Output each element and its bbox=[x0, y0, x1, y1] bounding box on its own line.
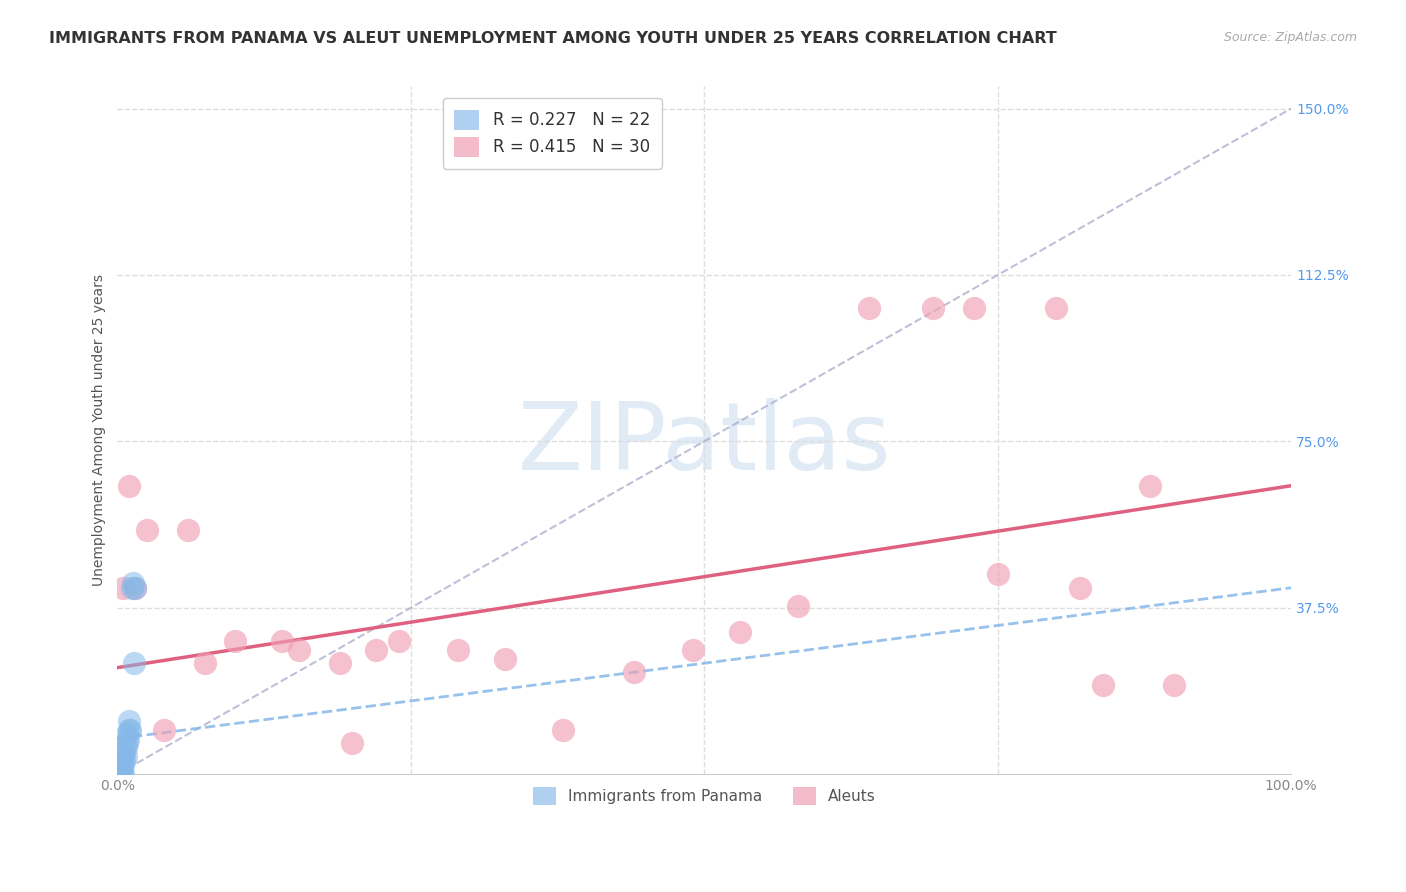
Point bbox=[112, 758, 135, 772]
Point bbox=[388, 634, 411, 648]
Point bbox=[118, 714, 141, 728]
Point bbox=[114, 740, 136, 755]
Point bbox=[112, 749, 135, 764]
Point bbox=[858, 301, 880, 316]
Point bbox=[224, 634, 246, 648]
Point bbox=[194, 656, 217, 670]
Point bbox=[1092, 678, 1115, 692]
Point bbox=[447, 643, 470, 657]
Point bbox=[553, 723, 575, 737]
Point bbox=[111, 767, 134, 781]
Point bbox=[114, 749, 136, 764]
Point bbox=[124, 581, 146, 595]
Point bbox=[112, 767, 135, 781]
Point bbox=[135, 523, 157, 537]
Point bbox=[1139, 479, 1161, 493]
Text: Source: ZipAtlas.com: Source: ZipAtlas.com bbox=[1223, 31, 1357, 45]
Point bbox=[108, 767, 131, 781]
Point bbox=[682, 643, 704, 657]
Point bbox=[329, 656, 352, 670]
Point bbox=[121, 576, 143, 591]
Point bbox=[987, 567, 1010, 582]
Point bbox=[115, 736, 138, 750]
Legend: Immigrants from Panama, Aleuts: Immigrants from Panama, Aleuts bbox=[524, 778, 884, 814]
Point bbox=[1069, 581, 1091, 595]
Point bbox=[111, 754, 134, 768]
Point bbox=[623, 665, 645, 679]
Point bbox=[118, 723, 141, 737]
Point bbox=[1045, 301, 1067, 316]
Text: ZIPatlas: ZIPatlas bbox=[517, 398, 891, 490]
Point bbox=[110, 763, 132, 777]
Point bbox=[288, 643, 311, 657]
Point bbox=[177, 523, 200, 537]
Point bbox=[922, 301, 945, 316]
Point bbox=[115, 727, 138, 741]
Point bbox=[110, 758, 132, 772]
Point bbox=[118, 479, 141, 493]
Point bbox=[121, 581, 143, 595]
Point bbox=[494, 652, 516, 666]
Point bbox=[153, 723, 176, 737]
Y-axis label: Unemployment Among Youth under 25 years: Unemployment Among Youth under 25 years bbox=[93, 274, 107, 586]
Point bbox=[120, 723, 142, 737]
Text: IMMIGRANTS FROM PANAMA VS ALEUT UNEMPLOYMENT AMONG YOUTH UNDER 25 YEARS CORRELAT: IMMIGRANTS FROM PANAMA VS ALEUT UNEMPLOY… bbox=[49, 31, 1057, 46]
Point bbox=[112, 581, 135, 595]
Point bbox=[270, 634, 292, 648]
Point bbox=[117, 731, 139, 746]
Point bbox=[1163, 678, 1185, 692]
Point bbox=[114, 745, 136, 759]
Point bbox=[124, 581, 146, 595]
Point bbox=[340, 736, 363, 750]
Point bbox=[787, 599, 810, 613]
Point bbox=[963, 301, 986, 316]
Point bbox=[364, 643, 387, 657]
Point bbox=[728, 625, 751, 640]
Point bbox=[122, 656, 145, 670]
Point bbox=[114, 754, 136, 768]
